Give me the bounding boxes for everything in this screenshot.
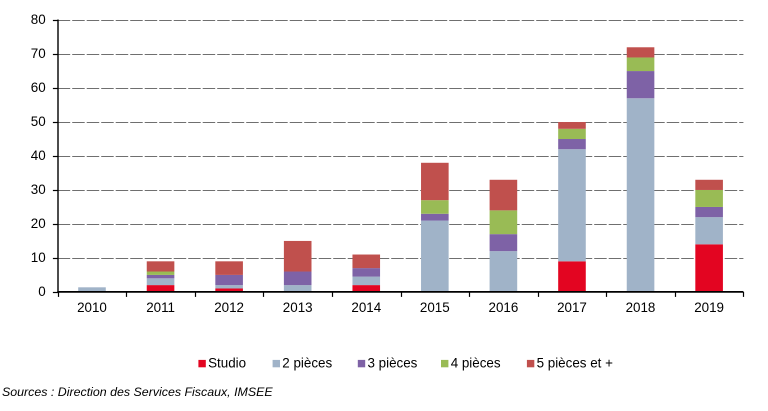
svg-text:2012: 2012 xyxy=(214,300,244,315)
svg-text:2017: 2017 xyxy=(557,300,587,315)
svg-text:2018: 2018 xyxy=(626,300,656,315)
svg-text:2019: 2019 xyxy=(694,300,724,315)
svg-text:2013: 2013 xyxy=(283,300,313,315)
svg-text:80: 80 xyxy=(31,12,46,27)
svg-text:4 pièces: 4 pièces xyxy=(451,356,501,371)
svg-text:40: 40 xyxy=(31,148,46,163)
svg-text:2010: 2010 xyxy=(77,300,107,315)
svg-text:30: 30 xyxy=(31,182,46,197)
svg-text:2016: 2016 xyxy=(489,300,519,315)
svg-text:2015: 2015 xyxy=(420,300,450,315)
svg-text:2014: 2014 xyxy=(351,300,381,315)
svg-text:Sources : Direction des Servic: Sources : Direction des Services Fiscaux… xyxy=(2,385,273,399)
svg-text:60: 60 xyxy=(31,80,46,95)
svg-text:10: 10 xyxy=(31,250,46,265)
svg-text:50: 50 xyxy=(31,114,46,129)
svg-text:2 pièces: 2 pièces xyxy=(282,356,332,371)
svg-text:0: 0 xyxy=(38,284,45,299)
svg-text:2011: 2011 xyxy=(146,300,175,315)
svg-text:5 pièces et +: 5 pièces et + xyxy=(537,356,613,371)
svg-text:70: 70 xyxy=(31,46,46,61)
svg-text:20: 20 xyxy=(31,216,46,231)
svg-text:Studio: Studio xyxy=(208,356,246,371)
svg-text:3 pièces: 3 pièces xyxy=(368,356,418,371)
